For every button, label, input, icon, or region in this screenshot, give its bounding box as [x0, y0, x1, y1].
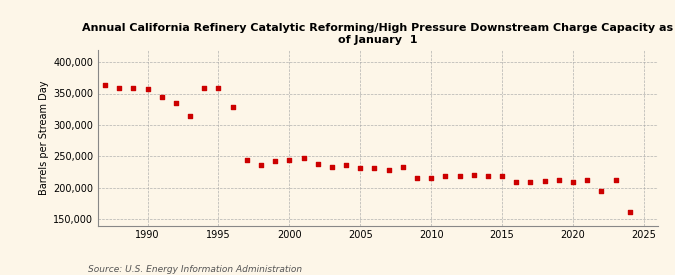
Point: [412, 176, 423, 181]
Point: [483, 174, 493, 179]
Point: [468, 173, 479, 177]
Point: [213, 86, 224, 91]
Point: [398, 165, 408, 169]
Point: [185, 113, 196, 118]
Point: [525, 180, 536, 184]
Point: [355, 166, 366, 170]
Point: [100, 83, 111, 87]
Y-axis label: Barrels per Stream Day: Barrels per Stream Day: [38, 80, 49, 195]
Point: [610, 177, 621, 182]
Point: [128, 86, 139, 91]
Point: [171, 101, 182, 105]
Point: [582, 177, 593, 182]
Point: [539, 179, 550, 183]
Point: [440, 174, 451, 179]
Point: [256, 162, 267, 167]
Point: [313, 162, 323, 166]
Text: Source: U.S. Energy Information Administration: Source: U.S. Energy Information Administ…: [88, 265, 302, 274]
Point: [142, 87, 153, 91]
Point: [383, 167, 394, 172]
Point: [298, 156, 309, 160]
Point: [199, 86, 210, 91]
Point: [114, 86, 125, 91]
Point: [369, 166, 380, 170]
Point: [568, 179, 578, 184]
Point: [157, 95, 167, 100]
Point: [426, 176, 437, 181]
Point: [270, 159, 281, 164]
Point: [227, 105, 238, 109]
Point: [554, 177, 564, 182]
Point: [341, 163, 352, 167]
Point: [639, 230, 649, 234]
Point: [624, 210, 635, 214]
Point: [511, 179, 522, 184]
Point: [284, 158, 295, 162]
Point: [327, 165, 338, 169]
Point: [596, 189, 607, 193]
Title: Annual California Refinery Catalytic Reforming/High Pressure Downstream Charge C: Annual California Refinery Catalytic Ref…: [82, 23, 674, 45]
Point: [454, 174, 465, 179]
Point: [242, 157, 252, 162]
Point: [497, 174, 508, 179]
